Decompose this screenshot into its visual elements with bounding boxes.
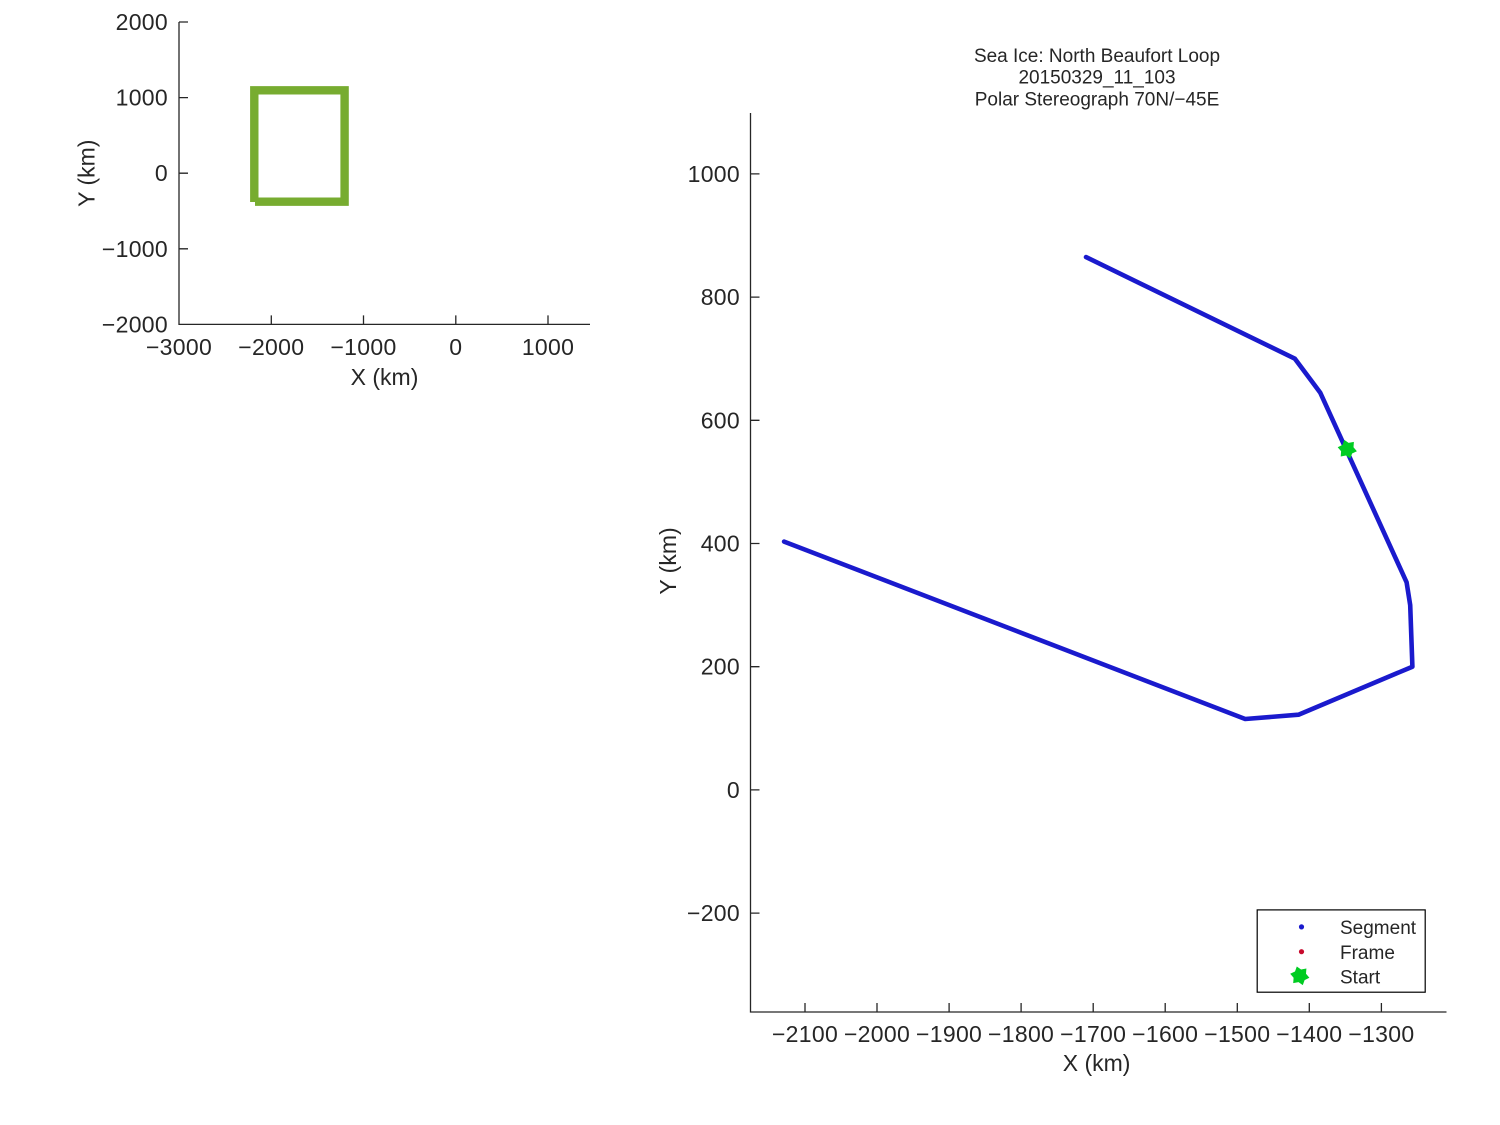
svg-text:0: 0: [155, 160, 168, 186]
svg-text:1000: 1000: [688, 161, 740, 187]
svg-text:2000: 2000: [116, 9, 168, 35]
svg-text:Y (km): Y (km): [73, 140, 99, 207]
svg-text:Sea Ice: North Beaufort Loop: Sea Ice: North Beaufort Loop: [974, 46, 1220, 67]
svg-text:−2000: −2000: [102, 311, 168, 337]
svg-text:−1600: −1600: [1132, 1021, 1198, 1047]
svg-text:20150329_11_103: 20150329_11_103: [1018, 68, 1175, 89]
svg-text:−2000: −2000: [844, 1021, 910, 1047]
svg-text:Start: Start: [1340, 968, 1381, 989]
svg-text:−1800: −1800: [988, 1021, 1054, 1047]
svg-text:X (km): X (km): [351, 364, 419, 390]
svg-text:800: 800: [701, 284, 740, 310]
svg-text:−1900: −1900: [916, 1021, 982, 1047]
svg-text:−2000: −2000: [238, 334, 304, 360]
svg-text:1000: 1000: [522, 334, 574, 360]
svg-text:0: 0: [449, 334, 462, 360]
svg-text:−1500: −1500: [1204, 1021, 1270, 1047]
svg-text:400: 400: [701, 531, 740, 557]
svg-text:−3000: −3000: [146, 334, 212, 360]
svg-text:−1000: −1000: [102, 236, 168, 262]
svg-text:−1000: −1000: [330, 334, 396, 360]
svg-text:Segment: Segment: [1340, 918, 1417, 939]
svg-text:X (km): X (km): [1063, 1050, 1131, 1076]
svg-text:Frame: Frame: [1340, 943, 1395, 964]
svg-text:1000: 1000: [116, 85, 168, 111]
svg-text:Polar Stereograph 70N/−45E: Polar Stereograph 70N/−45E: [975, 90, 1220, 111]
svg-text:−1700: −1700: [1060, 1021, 1126, 1047]
svg-text:−200: −200: [687, 900, 740, 926]
svg-text:−1300: −1300: [1348, 1021, 1414, 1047]
svg-text:0: 0: [727, 777, 740, 803]
svg-text:200: 200: [701, 654, 740, 680]
svg-text:−1400: −1400: [1276, 1021, 1342, 1047]
svg-text:Y (km): Y (km): [655, 527, 681, 594]
svg-text:−2100: −2100: [772, 1021, 838, 1047]
svg-text:600: 600: [701, 407, 740, 433]
